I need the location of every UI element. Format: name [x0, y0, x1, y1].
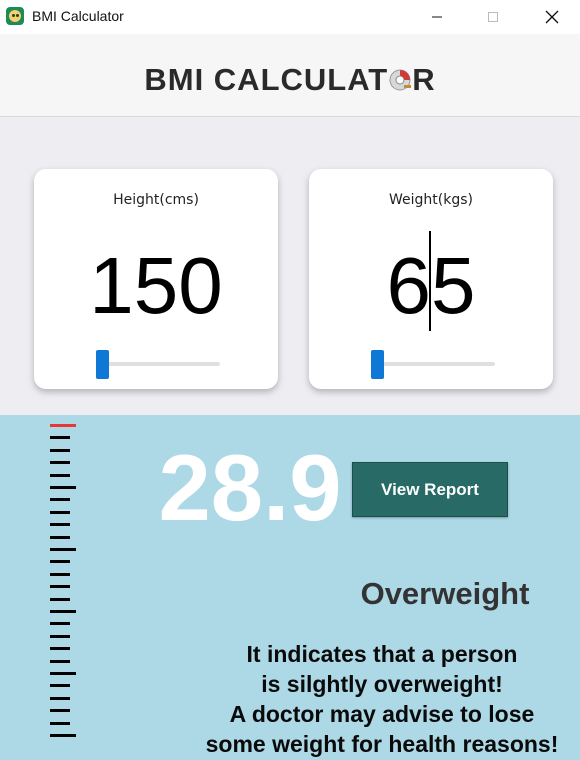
bmi-value: 28.9 [158, 435, 342, 540]
description-line: It indicates that a person [246, 641, 518, 667]
ruler-tick [50, 535, 70, 539]
ruler-tick [50, 486, 76, 489]
ruler-tick [50, 634, 70, 638]
tape-measure-icon [388, 64, 412, 91]
ruler-tick [50, 510, 70, 514]
ruler-tick [50, 523, 70, 527]
view-report-button[interactable]: View Report [352, 462, 508, 517]
ruler-tick [50, 572, 70, 576]
close-icon [545, 10, 559, 24]
ruler-tick [50, 734, 76, 737]
maximize-button[interactable] [470, 0, 516, 34]
ruler-tick [50, 659, 70, 663]
weight-slider-thumb[interactable] [371, 350, 384, 379]
app-header: BMI CALCULAT R [0, 34, 580, 117]
description-line: some weight for health reasons! [205, 731, 559, 757]
height-card: Height(cms) 150 [34, 169, 278, 389]
ruler-tick [50, 696, 70, 700]
scale-ruler-icon [48, 424, 78, 744]
height-slider-thumb[interactable] [96, 350, 109, 379]
ruler-tick [50, 461, 70, 465]
ruler-tick [50, 436, 70, 440]
weight-input[interactable]: 65 [386, 241, 476, 330]
text-cursor [429, 231, 431, 331]
height-input[interactable]: 150 [89, 241, 223, 330]
description-line: A doctor may advise to lose [229, 701, 535, 727]
minimize-icon [432, 16, 442, 18]
ruler-tick [50, 585, 70, 589]
ruler-tick [50, 548, 76, 551]
minimize-button[interactable] [414, 0, 460, 34]
maximize-icon [488, 12, 498, 22]
height-label: Height(cms) [113, 192, 199, 208]
ruler-tick [50, 672, 76, 675]
window-title: BMI Calculator [32, 8, 124, 24]
ruler-tick [50, 448, 70, 452]
bmi-category: Overweight [360, 576, 530, 611]
window-titlebar: BMI Calculator [0, 0, 580, 34]
ruler-tick [50, 622, 70, 626]
ruler-tick [50, 473, 70, 477]
result-section: 28.9 View Report Overweight It indicates… [0, 416, 580, 760]
page-title: BMI CALCULAT R [0, 62, 580, 98]
description-line: is silghtly overweight! [261, 671, 503, 697]
ruler-tick [50, 684, 70, 688]
app-icon [6, 7, 24, 25]
ruler-tick [50, 709, 70, 713]
weight-card: Weight(kgs) 65 [309, 169, 553, 389]
ruler-tick [50, 721, 70, 725]
title-text-start: BMI CALCULAT [144, 62, 389, 97]
ruler-tick [50, 498, 70, 502]
ruler-tick [50, 610, 76, 613]
ruler-tick [50, 647, 70, 651]
bmi-description: It indicates that a person is silghtly o… [180, 639, 580, 759]
input-section: Height(cms) 150 Weight(kgs) 65 [0, 117, 580, 415]
weight-slider-track[interactable] [371, 362, 495, 366]
ruler-tick [50, 597, 70, 601]
close-button[interactable] [529, 0, 575, 34]
title-text-end: R [412, 62, 436, 97]
height-slider-track[interactable] [96, 362, 220, 366]
ruler-marker [50, 424, 76, 427]
ruler-tick [50, 560, 70, 564]
weight-label: Weight(kgs) [389, 192, 473, 208]
